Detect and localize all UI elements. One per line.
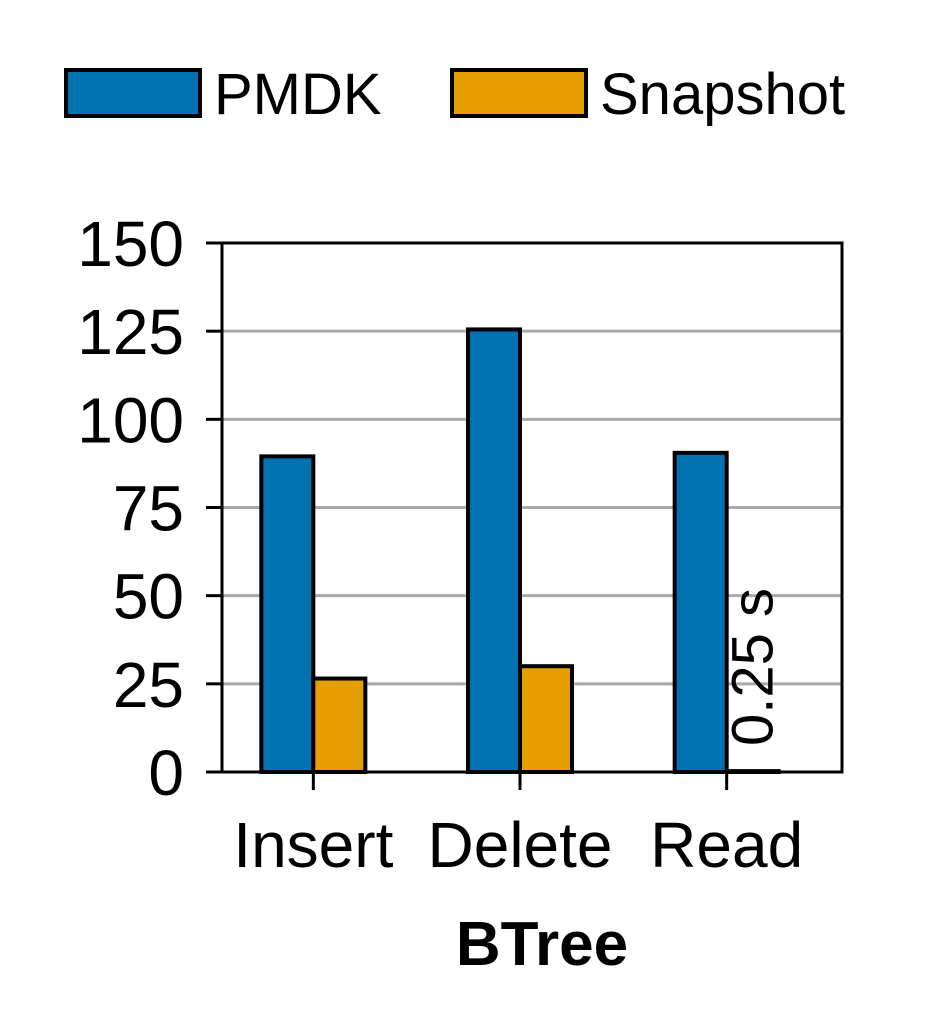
bars [259,327,781,775]
legend: PMDK Snapshot [64,62,845,127]
bar-pmdk-delete [466,327,522,774]
y-tick-label-150: 150 [77,208,184,280]
gridlines [222,329,842,686]
y-tick-label-100: 100 [77,384,184,456]
x-tick-label-insert: Insert [233,809,393,881]
y-tick-label-25: 25 [113,649,184,721]
bar-snapshot-delete [518,664,574,775]
y-tick-label-125: 125 [77,296,184,368]
bar-snapshot-insert [311,676,368,774]
x-tick-label-delete: Delete [428,809,613,881]
legend-swatch-pmdk [64,68,202,118]
y-tick-label-50: 50 [113,561,184,633]
bar-pmdk-read [672,450,729,774]
x-axis-label: BTree [456,910,628,979]
annotation-0-25-s: 0.25 s [721,588,786,746]
x-tick-label-read: Read [650,809,803,881]
bar-pmdk-insert [259,454,316,774]
annotations: 0.25 s [721,588,786,746]
x-axis: Insert Delete Read [233,772,803,881]
legend-label-pmdk: PMDK [214,62,382,127]
y-tick-label-0: 0 [148,737,184,809]
y-tick-label-75: 75 [113,473,184,545]
legend-swatch-snapshot [450,68,588,118]
y-axis: 0 25 50 75 100 125 150 [77,208,222,809]
legend-label-snapshot: Snapshot [600,62,845,127]
